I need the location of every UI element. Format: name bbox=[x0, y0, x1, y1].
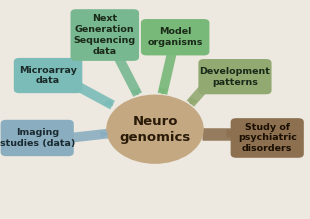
Text: Microarray
data: Microarray data bbox=[19, 66, 77, 85]
Polygon shape bbox=[160, 89, 167, 94]
Text: Imaging
studies (data): Imaging studies (data) bbox=[0, 128, 75, 148]
Text: Next
Generation
Sequencing
data: Next Generation Sequencing data bbox=[74, 14, 136, 56]
FancyBboxPatch shape bbox=[71, 9, 139, 61]
Text: Model
organisms: Model organisms bbox=[148, 27, 203, 47]
Polygon shape bbox=[132, 89, 139, 95]
FancyBboxPatch shape bbox=[231, 118, 304, 158]
Text: Neuro
genomics: Neuro genomics bbox=[119, 115, 191, 144]
FancyBboxPatch shape bbox=[141, 19, 209, 55]
FancyBboxPatch shape bbox=[198, 59, 272, 94]
Polygon shape bbox=[190, 98, 197, 104]
Polygon shape bbox=[101, 132, 108, 137]
Polygon shape bbox=[105, 100, 113, 105]
FancyBboxPatch shape bbox=[1, 120, 74, 156]
FancyBboxPatch shape bbox=[14, 58, 82, 93]
Polygon shape bbox=[227, 130, 236, 137]
Text: Study of
psychiatric
disorders: Study of psychiatric disorders bbox=[238, 123, 297, 153]
Text: Development
patterns: Development patterns bbox=[200, 67, 270, 87]
Circle shape bbox=[107, 95, 203, 163]
